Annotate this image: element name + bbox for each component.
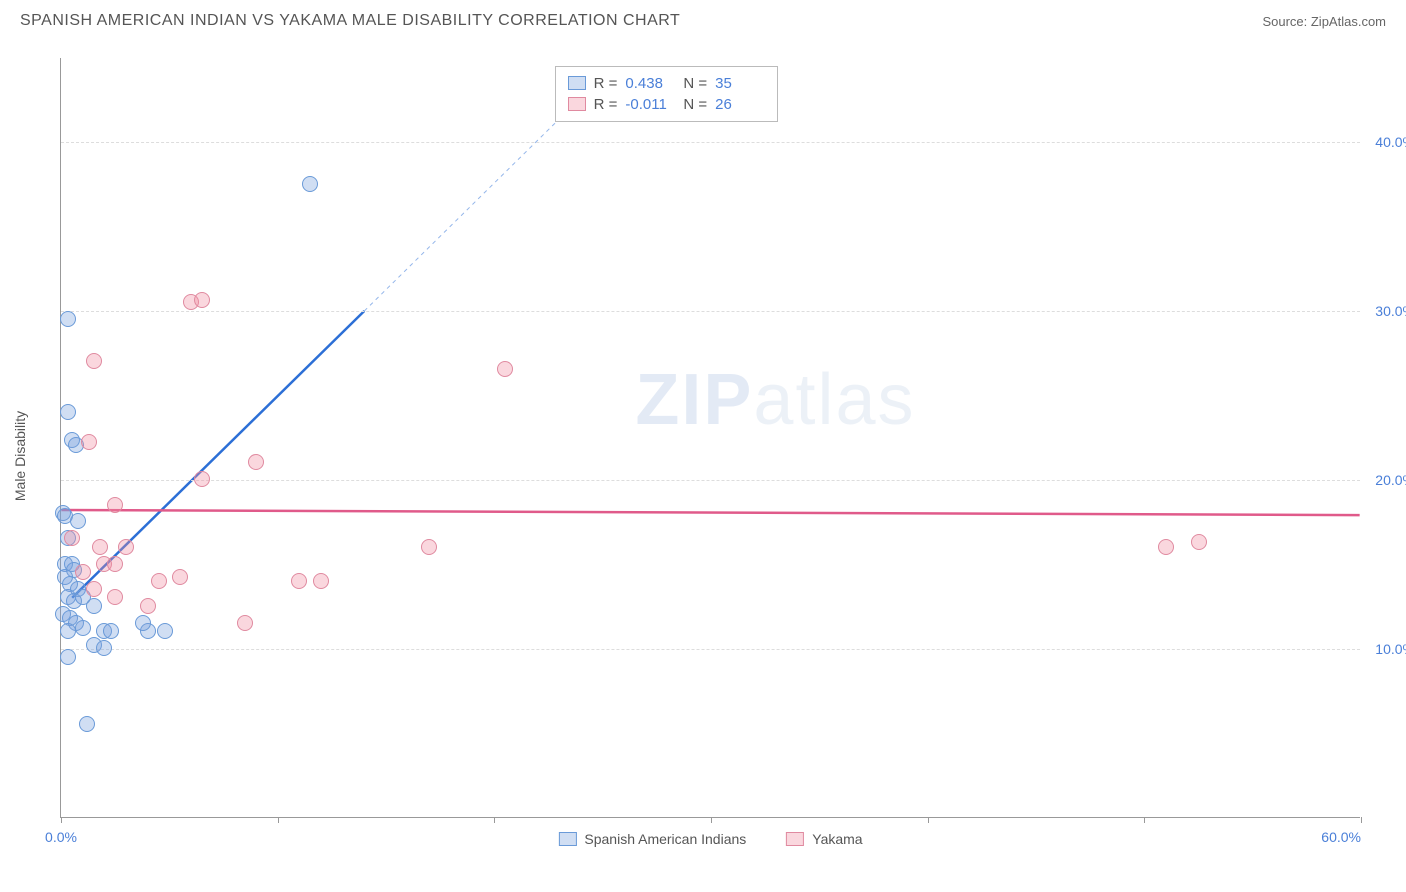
gridline-h xyxy=(61,142,1360,143)
data-point xyxy=(1191,534,1207,550)
data-point xyxy=(172,569,188,585)
y-tick-label: 30.0% xyxy=(1375,303,1406,319)
data-point xyxy=(60,649,76,665)
x-tick xyxy=(61,817,62,823)
stats-r-label: R = xyxy=(594,96,618,113)
watermark: ZIPatlas xyxy=(635,359,915,441)
legend-item-yakama: Yakama xyxy=(786,831,862,847)
stats-n-value: 35 xyxy=(715,75,765,92)
data-point xyxy=(107,497,123,513)
x-tick-label: 60.0% xyxy=(1321,829,1361,845)
chart-title: SPANISH AMERICAN INDIAN VS YAKAMA MALE D… xyxy=(20,12,680,30)
data-point xyxy=(1158,539,1174,555)
legend-label: Spanish American Indians xyxy=(584,831,746,847)
plot-area: ZIPatlas R = 0.438 N = 35 R = -0.011 N =… xyxy=(60,58,1360,818)
stats-n-label: N = xyxy=(683,96,707,113)
data-point xyxy=(60,623,76,639)
data-point xyxy=(291,573,307,589)
data-point xyxy=(86,598,102,614)
x-tick xyxy=(494,817,495,823)
stats-n-value: 26 xyxy=(715,96,765,113)
correlation-stats-box: R = 0.438 N = 35 R = -0.011 N = 26 xyxy=(555,66,779,122)
data-point xyxy=(103,623,119,639)
stats-r-label: R = xyxy=(594,75,618,92)
data-point xyxy=(64,530,80,546)
y-axis-label: Male Disability xyxy=(12,411,28,501)
source-attribution: Source: ZipAtlas.com xyxy=(1262,14,1386,29)
stats-r-value: -0.011 xyxy=(625,96,675,113)
data-point xyxy=(118,539,134,555)
data-point xyxy=(60,311,76,327)
data-point xyxy=(75,620,91,636)
data-point xyxy=(70,513,86,529)
x-tick xyxy=(1361,817,1362,823)
series-legend: Spanish American Indians Yakama xyxy=(558,831,862,847)
data-point xyxy=(302,176,318,192)
data-point xyxy=(194,471,210,487)
legend-item-spanish: Spanish American Indians xyxy=(558,831,746,847)
data-point xyxy=(79,716,95,732)
data-point xyxy=(140,598,156,614)
data-point xyxy=(96,640,112,656)
data-point xyxy=(194,292,210,308)
stats-r-value: 0.438 xyxy=(625,75,675,92)
legend-swatch xyxy=(786,832,804,846)
data-point xyxy=(313,573,329,589)
stats-swatch xyxy=(568,76,586,90)
stats-row: R = -0.011 N = 26 xyxy=(568,94,766,115)
legend-swatch xyxy=(558,832,576,846)
trend-lines xyxy=(61,58,1360,817)
data-point xyxy=(86,581,102,597)
gridline-h xyxy=(61,649,1360,650)
data-point xyxy=(237,615,253,631)
data-point xyxy=(151,573,167,589)
data-point xyxy=(135,615,151,631)
data-point xyxy=(421,539,437,555)
x-tick xyxy=(278,817,279,823)
x-tick-label: 0.0% xyxy=(45,829,77,845)
chart-container: Male Disability ZIPatlas R = 0.438 N = 3… xyxy=(50,48,1390,848)
gridline-h xyxy=(61,311,1360,312)
data-point xyxy=(497,361,513,377)
stats-n-label: N = xyxy=(683,75,707,92)
data-point xyxy=(92,539,108,555)
x-tick xyxy=(711,817,712,823)
y-tick-label: 10.0% xyxy=(1375,641,1406,657)
legend-label: Yakama xyxy=(812,831,862,847)
data-point xyxy=(81,434,97,450)
stats-swatch xyxy=(568,97,586,111)
x-tick xyxy=(1144,817,1145,823)
data-point xyxy=(75,564,91,580)
x-tick xyxy=(928,817,929,823)
data-point xyxy=(107,556,123,572)
stats-row: R = 0.438 N = 35 xyxy=(568,73,766,94)
y-tick-label: 40.0% xyxy=(1375,134,1406,150)
data-point xyxy=(60,404,76,420)
data-point xyxy=(86,353,102,369)
y-tick-label: 20.0% xyxy=(1375,472,1406,488)
data-point xyxy=(157,623,173,639)
data-point xyxy=(248,454,264,470)
gridline-h xyxy=(61,480,1360,481)
data-point xyxy=(107,589,123,605)
